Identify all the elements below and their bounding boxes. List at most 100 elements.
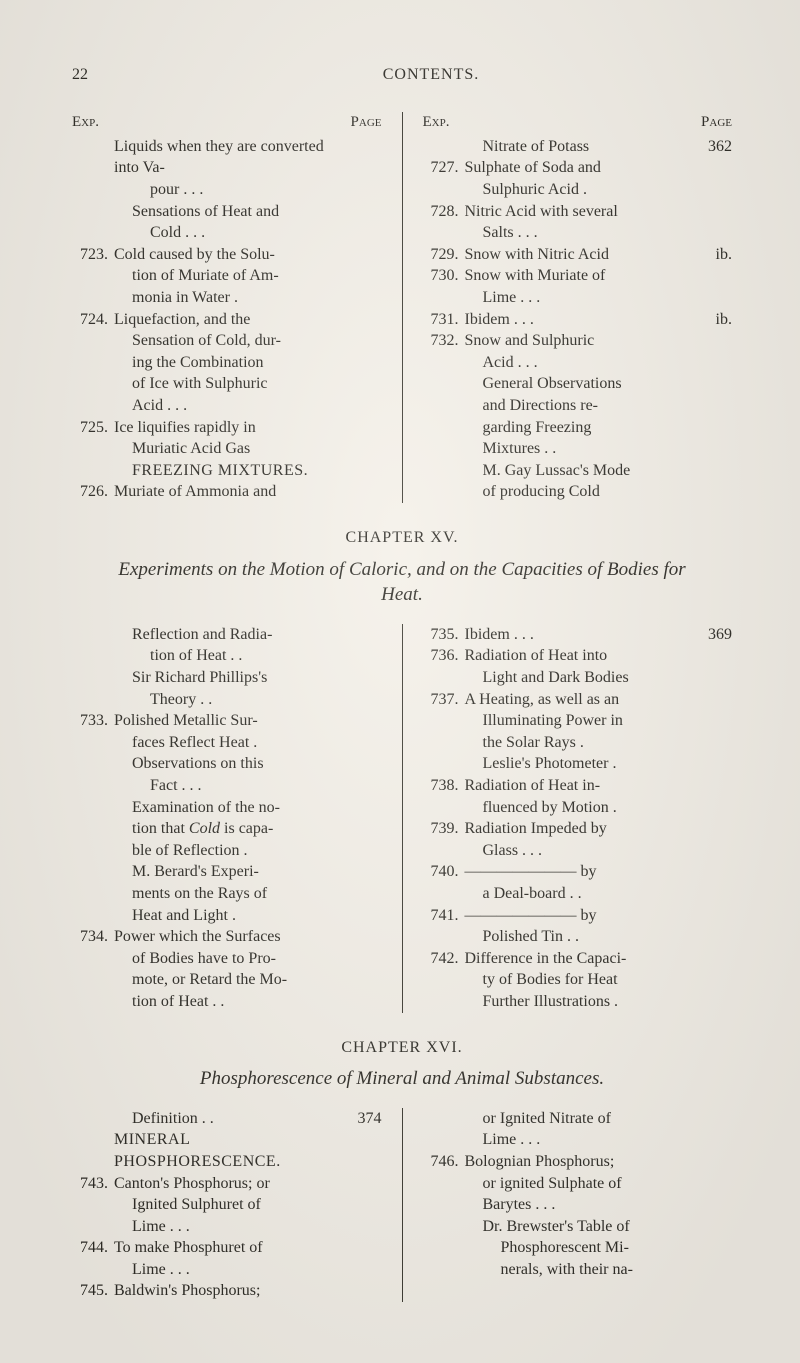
chapter-title-16: Phosphorescence of Mineral and Animal Su… bbox=[112, 1066, 692, 1092]
entry-text: tion of Heat . . bbox=[114, 645, 336, 667]
index-entry: 737.A Heating, as well as an bbox=[423, 689, 733, 711]
entry-text: Sulphuric Acid . bbox=[465, 179, 687, 201]
entry-text: garding Freezing bbox=[465, 417, 687, 439]
entry-text: nerals, with their na- bbox=[465, 1259, 687, 1281]
index-entry: M. Berard's Experi- bbox=[72, 861, 382, 883]
entry-text: Radiation of Heat in- bbox=[465, 775, 687, 797]
entry-text: General Observations bbox=[465, 373, 687, 395]
entry-text: Bolognian Phosphorus; bbox=[465, 1151, 687, 1173]
col-left: Reflection and Radia-tion of Heat . .365… bbox=[72, 624, 382, 1013]
entry-page: ib. bbox=[692, 244, 732, 266]
index-entry: Lime . . .375 bbox=[423, 1129, 733, 1151]
index-entry: and Directions re- bbox=[423, 395, 733, 417]
entry-text: M. Gay Lussac's Mode bbox=[465, 460, 687, 482]
entry-text: Dr. Brewster's Table of bbox=[465, 1216, 687, 1238]
entry-text: Sulphate of Soda and bbox=[465, 157, 687, 179]
entry-text: Lime . . . bbox=[114, 1216, 336, 1238]
entry-text: ing the Combination bbox=[114, 352, 336, 374]
entry-number: 741. bbox=[423, 905, 459, 927]
entry-text: Sensation of Cold, dur- bbox=[114, 330, 336, 352]
index-entry: Leslie's Photometer .ib. bbox=[423, 753, 733, 775]
entry-text: of producing Cold bbox=[465, 481, 687, 503]
running-title: CONTENTS. bbox=[130, 64, 732, 86]
index-entry: 731.Ibidem . . .ib. bbox=[423, 309, 733, 331]
entry-text: Heat and Light . bbox=[114, 905, 336, 927]
index-entry: 730.Snow with Muriate of bbox=[423, 265, 733, 287]
index-entry: Cold . . .361 bbox=[72, 222, 382, 244]
entry-number: 733. bbox=[72, 710, 108, 732]
entry-number: 739. bbox=[423, 818, 459, 840]
index-entry: 744.To make Phosphuret of bbox=[72, 1237, 382, 1259]
index-entry: Phosphorescent Mi- bbox=[423, 1237, 733, 1259]
index-entry: FREEZING MIXTURES. bbox=[72, 460, 382, 482]
index-entry: ments on the Rays of bbox=[72, 883, 382, 905]
column-divider bbox=[402, 112, 403, 503]
col-head-left: Exp. Page bbox=[72, 112, 382, 132]
entry-text: Examination of the no- bbox=[114, 797, 336, 819]
entry-text: and Directions re- bbox=[465, 395, 687, 417]
index-entry: 723.Cold caused by the Solu- bbox=[72, 244, 382, 266]
entry-text: Ibidem . . . bbox=[465, 624, 687, 646]
index-entry: Observations on this bbox=[72, 753, 382, 775]
entry-page: ib. bbox=[692, 309, 732, 331]
col-left: Definition . .374MINERAL PHOSPHORESCENCE… bbox=[72, 1108, 382, 1302]
entries-left: Liquids when they are converted into Va-… bbox=[72, 136, 382, 503]
entry-text: Observations on this bbox=[114, 753, 336, 775]
entry-number: 740. bbox=[423, 861, 459, 883]
entry-text: Cold . . . bbox=[114, 222, 336, 244]
index-entry: Examination of the no- bbox=[72, 797, 382, 819]
entry-text: Acid . . . bbox=[114, 395, 336, 417]
index-entry: or ignited Sulphate of bbox=[423, 1173, 733, 1195]
entry-number: 736. bbox=[423, 645, 459, 667]
index-entry: 742. Difference in the Capaci- bbox=[423, 948, 733, 970]
index-entry: 725.Ice liquifies rapidly in bbox=[72, 417, 382, 439]
index-entry: Liquids when they are converted into Va- bbox=[72, 136, 382, 179]
index-entry: Barytes . . .ib. bbox=[423, 1194, 733, 1216]
entry-text: Power which the Surfaces bbox=[114, 926, 336, 948]
index-entry: 733.Polished Metallic Sur- bbox=[72, 710, 382, 732]
entry-text: ——————— by bbox=[465, 861, 687, 883]
entry-text: Radiation Impeded by bbox=[465, 818, 687, 840]
entry-number: 745. bbox=[72, 1280, 108, 1302]
entry-text: ble of Reflection . bbox=[114, 840, 336, 862]
entry-number: 742. bbox=[423, 948, 459, 970]
entry-text: Radiation of Heat into bbox=[465, 645, 687, 667]
index-entry: Mixtures . .364 bbox=[423, 438, 733, 460]
entry-text: Fact . . . bbox=[114, 775, 336, 797]
entry-text: Muriatic Acid Gas bbox=[114, 438, 336, 460]
entry-number: 730. bbox=[423, 265, 459, 287]
index-entry: Sir Richard Phillips's bbox=[72, 667, 382, 689]
entry-text: Salts . . . bbox=[465, 222, 687, 244]
index-entry: monia in Water .ib. bbox=[72, 287, 382, 309]
entry-number: 727. bbox=[423, 157, 459, 179]
index-entry: Definition . .374 bbox=[72, 1108, 382, 1130]
entry-text: Ibidem . . . bbox=[465, 309, 687, 331]
index-entry: 736. Radiation of Heat into bbox=[423, 645, 733, 667]
entry-text: Cold caused by the Solu- bbox=[114, 244, 336, 266]
index-block-3: Definition . .374MINERAL PHOSPHORESCENCE… bbox=[72, 1108, 732, 1302]
entry-text: monia in Water . bbox=[114, 287, 336, 309]
index-entry: 729.Snow with Nitric Acidib. bbox=[423, 244, 733, 266]
index-entry: 734.Power which the Surfaces bbox=[72, 926, 382, 948]
entry-text: Leslie's Photometer . bbox=[465, 753, 687, 775]
entry-number: 725. bbox=[72, 417, 108, 439]
col-right: 735.Ibidem . . .369736.Radiation of Heat… bbox=[423, 624, 733, 1013]
entry-text: or Ignited Nitrate of bbox=[465, 1108, 687, 1130]
entry-text: FREEZING MIXTURES. bbox=[114, 460, 336, 482]
index-entry: Muriatic Acid Gasib. bbox=[72, 438, 382, 460]
entry-text: Difference in the Capaci- bbox=[465, 948, 687, 970]
page-number: 22 bbox=[72, 64, 112, 86]
entry-text: To make Phosphuret of bbox=[114, 1237, 336, 1259]
index-entry: Dr. Brewster's Table of bbox=[423, 1216, 733, 1238]
index-entry: 745.Baldwin's Phosphorus; bbox=[72, 1280, 382, 1302]
index-entry: ing the Combination bbox=[72, 352, 382, 374]
index-entry: Acid . . .ib. bbox=[423, 352, 733, 374]
entry-text: Reflection and Radia- bbox=[114, 624, 336, 646]
entry-number: 729. bbox=[423, 244, 459, 266]
entry-text: Sir Richard Phillips's bbox=[114, 667, 336, 689]
index-entry: fluenced by Motion .ib. bbox=[423, 797, 733, 819]
entries-right: or Ignited Nitrate ofLime . . .375746.Bo… bbox=[423, 1108, 733, 1281]
index-entry: tion of Heat . .365 bbox=[72, 645, 382, 667]
entry-text: Polished Tin . . bbox=[465, 926, 687, 948]
index-entry: Lime . . .375 bbox=[72, 1259, 382, 1281]
